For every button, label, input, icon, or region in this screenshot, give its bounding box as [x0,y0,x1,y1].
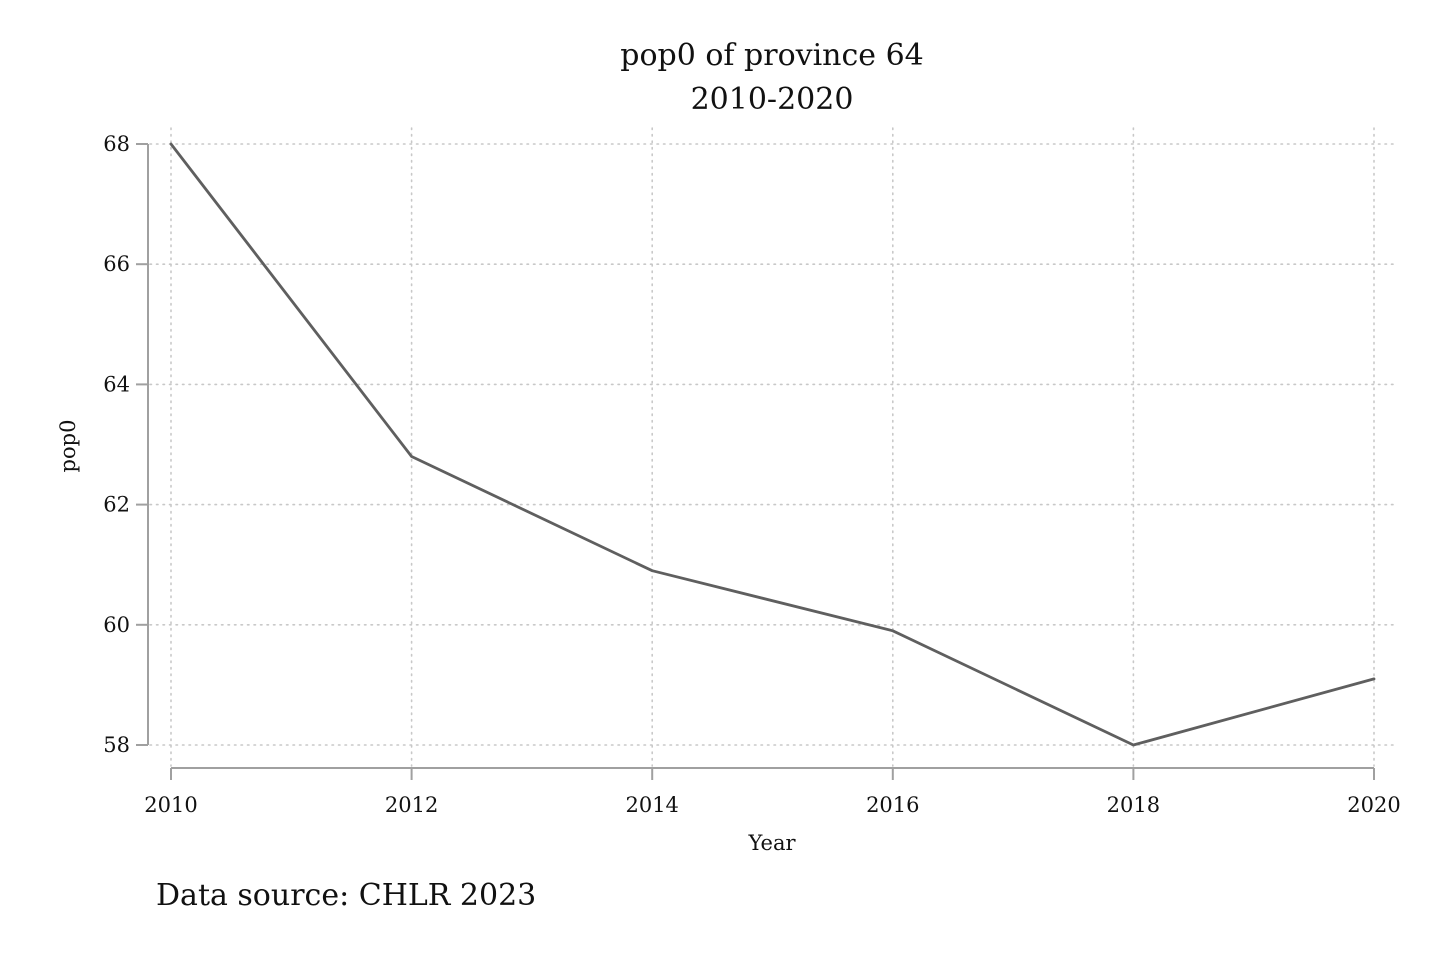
y-tick-label: 66 [103,252,130,276]
x-axis-label: Year [747,831,796,855]
y-ticks: 58 60 62 64 66 68 [103,132,148,757]
x-tick-label: 2010 [144,793,197,817]
axes-layer [147,144,1374,769]
y-tick-label: 60 [103,613,130,637]
x-tick-label: 2012 [385,793,438,817]
source-note: Data source: CHLR 2023 [156,878,536,913]
y-tick-label: 58 [103,733,130,757]
x-tick-label: 2014 [625,793,678,817]
y-tick-label: 62 [103,493,130,517]
series-layer [169,142,1376,747]
x-tick-label: 2016 [866,793,919,817]
y-axis-label: pop0 [56,420,80,473]
y-tick-label: 68 [103,132,130,156]
series-line [169,142,1376,747]
chart-subtitle: 2010-2020 [691,82,854,117]
x-ticks: 2010 2012 2014 2016 2018 2020 [144,768,1401,817]
x-tick-label: 2018 [1107,793,1160,817]
y-tick-label: 64 [103,372,130,396]
grid-layer [149,127,1394,767]
chart-title: pop0 of province 64 [620,38,924,73]
x-tick-label: 2020 [1347,793,1400,817]
